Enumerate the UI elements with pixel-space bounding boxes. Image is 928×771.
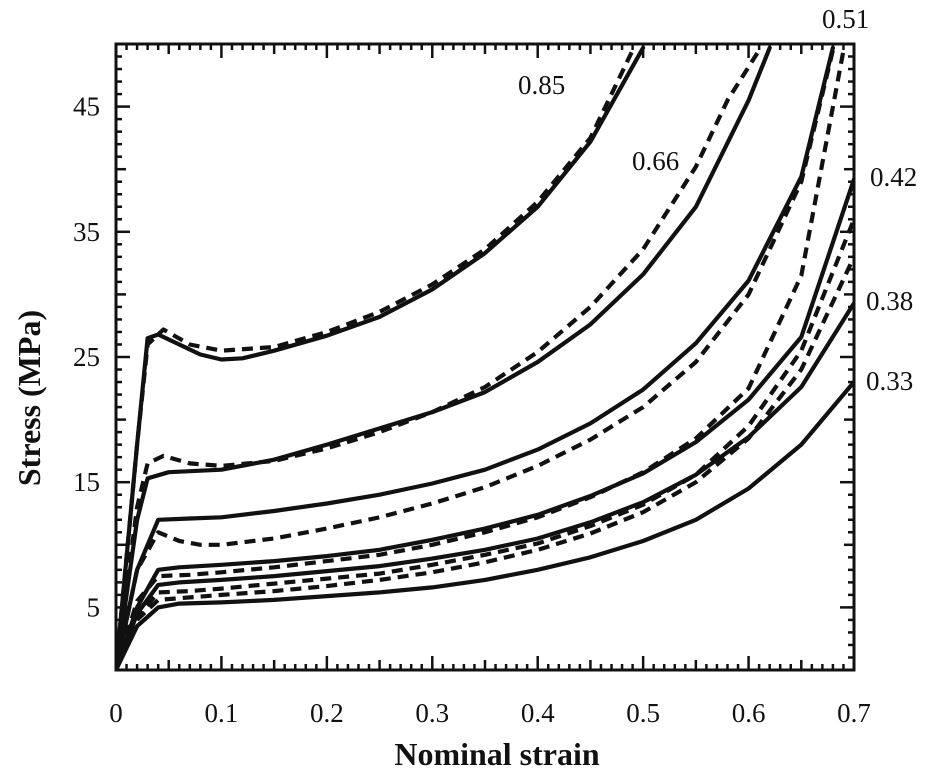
- curves-layer: [116, 45, 854, 670]
- x-tick-label-0-4: 0.4: [521, 698, 555, 728]
- x-axis-title: Nominal strain: [394, 736, 600, 771]
- curve-0-51-solid: [116, 45, 835, 670]
- x-tick-label-0: 0: [109, 698, 123, 728]
- x-tick-label-0-5: 0.5: [626, 698, 660, 728]
- tick-labels-layer: 0 0.1 0.2 0.3 0.4 0.5 0.6 0.7 5 15 25 35 45: [73, 92, 871, 728]
- curve-0-42-solid: [116, 177, 854, 670]
- curve-0-38-solid: [116, 301, 854, 670]
- x-tick-label-0-1: 0.1: [205, 698, 239, 728]
- x-tick-label-0-2: 0.2: [310, 698, 344, 728]
- y-tick-label-25: 25: [73, 342, 100, 372]
- y-tick-label-15: 15: [73, 467, 100, 497]
- annotation-0-38: 0.38: [866, 286, 913, 316]
- plot-frame: [114, 42, 856, 672]
- y-tick-label-5: 5: [87, 592, 101, 622]
- x-tick-label-0-6: 0.6: [732, 698, 766, 728]
- y-tick-label-45: 45: [73, 92, 100, 122]
- annotation-0-85: 0.85: [518, 70, 565, 100]
- curve-0-51-dashed: [116, 49, 835, 670]
- curve-0-85-solid: [116, 45, 646, 670]
- annotation-0-66: 0.66: [632, 146, 679, 176]
- y-tick-label-35: 35: [73, 217, 100, 247]
- annotation-0-42: 0.42: [870, 162, 917, 192]
- x-tick-label-0-3: 0.3: [415, 698, 449, 728]
- curve-0-38-dashed: [116, 218, 854, 670]
- annotations-layer: 0.85 0.66 0.51 0.42 0.38 0.33: [518, 4, 917, 396]
- y-axis-title: Stress (MPa): [11, 310, 47, 486]
- curve-0-85-dashed: [116, 49, 635, 670]
- annotation-0-51: 0.51: [822, 4, 869, 34]
- curve-0-33-solid: [116, 379, 854, 670]
- annotation-0-33: 0.33: [866, 366, 913, 396]
- curve-0-42-dashed: [116, 49, 846, 670]
- ticks-layer: [114, 42, 856, 672]
- x-tick-label-0-7: 0.7: [837, 698, 871, 728]
- curve-0-66-dashed: [116, 49, 761, 670]
